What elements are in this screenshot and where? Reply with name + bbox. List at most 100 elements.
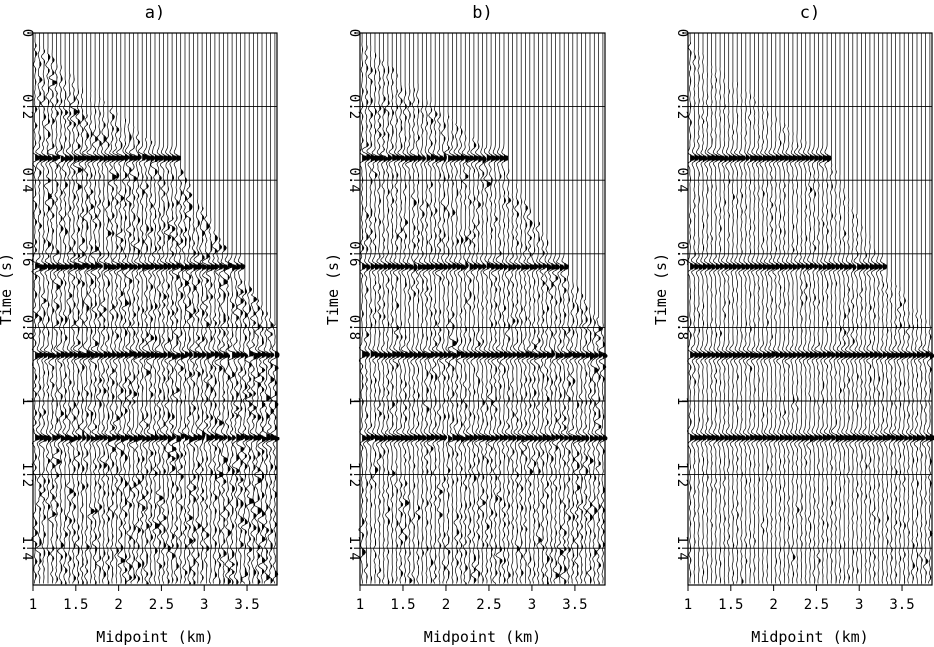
- y-tick-label: 0.4: [19, 168, 35, 193]
- traces: [687, 33, 934, 585]
- trace-3: [371, 33, 380, 584]
- trace-33: [828, 33, 836, 584]
- x-tick-label: 1: [356, 597, 364, 613]
- trace-42: [539, 33, 548, 584]
- trace-fill-13: [745, 91, 750, 564]
- panel-3: c) 1 1.5 2 2.5 3 3.5 0 0.2 0.4 0.6 0.8 1 1.2 1.4 Midpoi…: [652, 3, 934, 646]
- trace-22: [124, 33, 134, 584]
- plot-frame: [359, 32, 606, 586]
- trace-fill-6: [387, 66, 393, 585]
- trace-27: [802, 33, 811, 584]
- panel-title: c): [800, 3, 820, 23]
- trace-fill-32: [827, 154, 832, 585]
- trace-fill-54: [921, 319, 926, 585]
- trace-fill-16: [103, 99, 108, 579]
- trace-31: [818, 33, 828, 584]
- trace-35: [836, 33, 845, 584]
- trace-fill-28: [155, 141, 160, 585]
- trace-fill-45: [882, 263, 887, 576]
- trace-14: [90, 33, 100, 584]
- trace-fill-53: [917, 308, 922, 585]
- trace-fill-16: [430, 97, 436, 583]
- trace-56: [926, 33, 934, 584]
- trace-fill-12: [413, 86, 418, 585]
- trace-fill-52: [257, 298, 262, 585]
- trace-23: [128, 33, 139, 584]
- y-axis-label: Time (s): [652, 253, 670, 325]
- trace-fill-13: [90, 89, 95, 580]
- panel-1: a) 1 1.5 2 2.5 3 3.5 0 0.2 0.4 0.6 0.8 1 1.2 1.4 Midpoi…: [0, 3, 280, 646]
- grid: [33, 32, 277, 549]
- trace-fill-38: [852, 213, 857, 580]
- y-tick-label: 1.2: [346, 462, 362, 487]
- trace-fill-23: [461, 127, 466, 585]
- trace-20: [444, 33, 453, 584]
- trace-fill-52: [912, 308, 917, 582]
- y-tick-label: 1.2: [19, 462, 35, 487]
- trace-fill-27: [478, 144, 483, 579]
- y-tick-label: 0.6: [19, 241, 35, 266]
- trace-50: [901, 33, 909, 584]
- x-tick-label: 3: [855, 597, 863, 613]
- trace-fill-44: [223, 244, 228, 585]
- trace-fill-30: [818, 154, 823, 576]
- trace-43: [214, 33, 224, 584]
- trace-fill-14: [95, 108, 100, 585]
- trace-fill-36: [844, 180, 849, 580]
- trace-8: [721, 33, 729, 584]
- x-tick-label: 1.5: [718, 597, 743, 613]
- trace-17: [759, 33, 768, 584]
- trace-56: [270, 33, 280, 584]
- x-tick-label: 2: [769, 597, 777, 613]
- trace-fill-40: [534, 220, 539, 577]
- trace-fill-55: [270, 322, 275, 583]
- trace-3: [700, 33, 708, 584]
- trace-fill-8: [69, 73, 74, 577]
- trace-fill-40: [861, 225, 866, 582]
- traces: [31, 33, 280, 585]
- trace-fill-0: [690, 36, 695, 577]
- trace-fill-20: [120, 127, 125, 585]
- trace-fill-45: [227, 261, 232, 585]
- y-tick-label: 0.4: [674, 168, 690, 193]
- trace-fill-8: [724, 71, 729, 585]
- trace-fill-50: [904, 297, 909, 585]
- trace-39: [526, 33, 535, 584]
- y-tick-label: 1.4: [674, 536, 690, 561]
- trace-fill-48: [240, 263, 245, 583]
- trace-fill-35: [512, 197, 517, 582]
- trace-38: [849, 33, 858, 584]
- trace-fill-34: [835, 170, 840, 585]
- trace-42: [211, 33, 220, 584]
- x-axis-label: Midpoint (km): [751, 628, 868, 646]
- trace-fill-15: [426, 98, 431, 580]
- trace-24: [789, 33, 798, 584]
- trace-fill-21: [780, 123, 785, 585]
- trace-16: [427, 33, 436, 584]
- trace-20: [772, 33, 781, 584]
- y-axis-label: Time (s): [0, 253, 15, 325]
- trace-41: [534, 33, 543, 584]
- trace-fill-46: [232, 264, 237, 585]
- trace-40: [529, 33, 539, 584]
- trace-26: [798, 33, 807, 584]
- trace-fill-28: [482, 154, 487, 583]
- trace-fill-33: [831, 163, 836, 580]
- trace-45: [879, 33, 888, 584]
- y-tick-label: 1.4: [346, 536, 362, 561]
- trace-fill-4: [52, 57, 57, 583]
- trace-fill-47: [564, 263, 569, 585]
- trace-46: [883, 33, 892, 584]
- trace-fill-18: [112, 104, 117, 577]
- trace-fill-17: [435, 111, 440, 579]
- x-tick-label: 2.5: [804, 597, 829, 613]
- trace-24: [461, 33, 470, 584]
- trace-fill-25: [797, 142, 802, 577]
- trace-fill-1: [39, 42, 44, 582]
- trace-fill-53: [590, 314, 595, 585]
- trace-fill-36: [516, 188, 522, 585]
- trace-12: [738, 33, 747, 584]
- trace-54: [918, 33, 926, 584]
- trace-7: [61, 33, 70, 584]
- x-tick-label: 1: [684, 597, 692, 613]
